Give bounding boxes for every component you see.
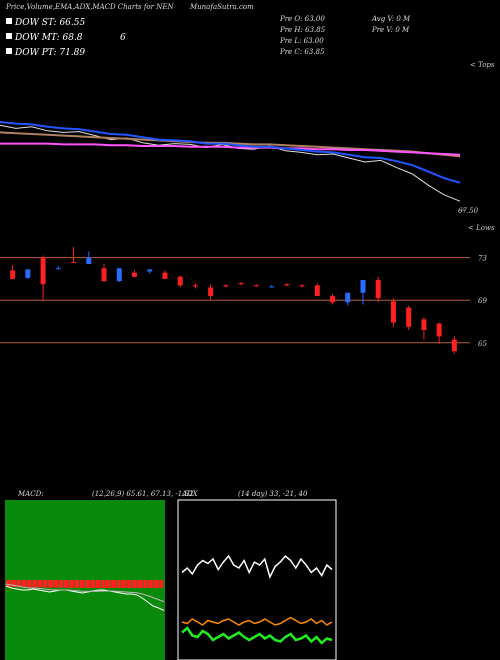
adx-line bbox=[181, 554, 333, 580]
candle-body bbox=[314, 285, 320, 296]
candle-body bbox=[223, 285, 229, 287]
histogram-bar bbox=[132, 580, 138, 588]
candle-body bbox=[40, 257, 46, 285]
histogram-bar bbox=[116, 580, 122, 588]
histogram-bar bbox=[11, 580, 16, 587]
price-line bbox=[0, 142, 461, 156]
histogram-bar bbox=[148, 580, 153, 588]
previous: Pre O: 63.00 bbox=[279, 15, 325, 23]
stat: DOW MT: 68.8 bbox=[14, 33, 83, 43]
histogram-bar bbox=[42, 580, 48, 588]
candle-body bbox=[131, 272, 137, 277]
histogram-bar bbox=[21, 580, 27, 588]
histogram-bar bbox=[48, 580, 53, 588]
stat-note: 6 bbox=[120, 33, 126, 43]
histogram-bar bbox=[37, 580, 43, 588]
candle-body bbox=[71, 261, 77, 263]
previous: Pre L: 63.00 bbox=[279, 37, 324, 45]
candle-body bbox=[406, 307, 412, 327]
candle-body bbox=[253, 285, 259, 287]
adx-line bbox=[181, 616, 333, 626]
histogram-bar bbox=[74, 580, 80, 588]
candle-body bbox=[192, 285, 198, 287]
histogram-bar bbox=[153, 580, 159, 588]
y-tick-label: 65 bbox=[478, 340, 487, 348]
histogram-bar bbox=[127, 580, 132, 588]
candle-body bbox=[177, 276, 183, 286]
candle-body bbox=[436, 323, 442, 337]
candle-body bbox=[25, 269, 31, 278]
histogram-bar bbox=[63, 580, 69, 588]
tops-label: < Tops bbox=[470, 61, 495, 69]
histogram-bar bbox=[158, 580, 164, 588]
stat-icon bbox=[6, 33, 12, 39]
histogram-bar bbox=[85, 580, 90, 588]
candle-body bbox=[360, 280, 366, 293]
stat: DOW PT: 71.89 bbox=[14, 48, 85, 58]
histogram-bar bbox=[79, 580, 85, 588]
volume: Avg V: 0 M bbox=[371, 15, 411, 23]
histogram-bar bbox=[121, 580, 127, 588]
histogram-bar bbox=[16, 580, 22, 588]
histogram-bar bbox=[100, 580, 106, 588]
candle-body bbox=[345, 292, 351, 303]
candle-body bbox=[390, 301, 396, 323]
candle-body bbox=[284, 284, 290, 286]
candle-body bbox=[451, 339, 457, 352]
panel-subtitle: (14 day) 33, -21, 40 bbox=[238, 490, 308, 498]
candle-body bbox=[299, 285, 305, 287]
histogram-bar bbox=[53, 580, 59, 588]
histogram-bar bbox=[111, 580, 116, 588]
title: Price,Volume,EMA,ADX,MACD Charts for NEN bbox=[5, 3, 174, 11]
candle-body bbox=[238, 283, 244, 285]
panel-title: ADX bbox=[181, 490, 199, 498]
panel-subtitle: (12,26,9) 65.61, 67.13, -1.52 bbox=[92, 490, 194, 498]
stat: DOW ST: 66.55 bbox=[14, 18, 85, 28]
price-line bbox=[0, 121, 461, 184]
histogram-bar bbox=[142, 580, 148, 588]
stat-icon bbox=[6, 18, 12, 24]
candle-body bbox=[55, 268, 61, 270]
candle-body bbox=[101, 268, 107, 282]
candle-body bbox=[421, 319, 427, 330]
volume: Pre V: 0 M bbox=[371, 26, 410, 34]
lows-label: < Lows bbox=[468, 224, 495, 232]
stat-icon bbox=[6, 48, 12, 54]
histogram-bar bbox=[69, 580, 74, 588]
previous: Pre H: 63.85 bbox=[279, 26, 326, 34]
y-tick-label: 73 bbox=[478, 255, 487, 263]
candle-body bbox=[116, 268, 122, 282]
adx-line bbox=[181, 626, 333, 645]
candle-body bbox=[162, 272, 168, 279]
previous: Pre C: 63.85 bbox=[279, 48, 325, 56]
y-tick-label: 69 bbox=[478, 297, 487, 305]
y-tick-label: 67.50 bbox=[458, 207, 479, 215]
panel-title: MACD: bbox=[17, 490, 44, 498]
histogram-bar bbox=[137, 580, 143, 588]
histogram-bar bbox=[95, 580, 101, 588]
histogram-bar bbox=[90, 580, 95, 588]
macd-line bbox=[5, 583, 165, 603]
histogram-bar bbox=[6, 580, 11, 587]
histogram-bar bbox=[58, 580, 64, 588]
histogram-bar bbox=[106, 580, 111, 588]
histogram-bar bbox=[27, 580, 32, 588]
candle-body bbox=[375, 280, 381, 299]
candle-body bbox=[10, 270, 16, 279]
candle-body bbox=[147, 269, 153, 272]
macd-line bbox=[5, 585, 165, 611]
histogram-bar bbox=[32, 580, 37, 588]
candle-body bbox=[208, 287, 214, 296]
site: MunafaSutra.com bbox=[189, 3, 254, 11]
candle-body bbox=[330, 295, 336, 303]
candle-body bbox=[86, 257, 92, 265]
candle-body bbox=[269, 286, 275, 288]
